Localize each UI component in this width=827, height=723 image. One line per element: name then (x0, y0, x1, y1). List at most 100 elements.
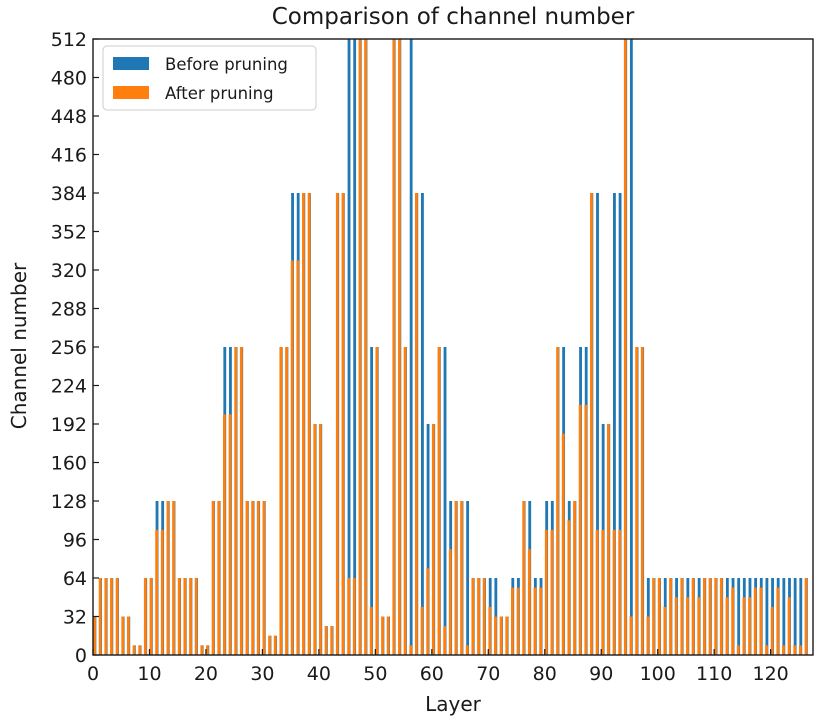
bar-after-pruning-layer-32 (273, 635, 277, 655)
bar-after-pruning-layer-50 (375, 347, 379, 655)
bar-after-pruning-layer-7 (132, 645, 136, 656)
bar-after-pruning-layer-17 (189, 578, 192, 655)
bar-after-pruning-layer-103 (674, 597, 678, 655)
bar-after-pruning-layer-102 (669, 578, 672, 655)
bar-after-pruning-layer-35 (290, 260, 294, 656)
bar-after-pruning-layer-93 (618, 529, 622, 656)
x-tick-label: 80 (533, 663, 557, 685)
bar-after-pruning-layer-30 (262, 501, 266, 655)
legend-label-before: Before pruning (165, 55, 288, 74)
bar-after-pruning-layer-67 (471, 578, 475, 655)
y-tick-label: 128 (51, 491, 87, 513)
bar-after-pruning-layer-49 (369, 606, 373, 656)
x-tick-label: 40 (307, 663, 331, 685)
bar-after-pruning-layer-82 (556, 347, 559, 655)
bar-after-pruning-layer-110 (714, 578, 718, 655)
y-tick-label: 32 (63, 607, 87, 629)
bar-after-pruning-layer-122 (782, 645, 785, 656)
bar-after-pruning-layer-53 (392, 39, 396, 655)
bar-after-pruning-layer-36 (296, 260, 300, 656)
bar-after-pruning-layer-83 (561, 433, 565, 656)
bar-after-pruning-layer-1 (98, 578, 102, 655)
bar-after-pruning-layer-31 (268, 635, 271, 655)
bar-after-pruning-layer-4 (115, 578, 119, 655)
bar-after-pruning-layer-121 (776, 587, 780, 656)
bar-after-pruning-layer-111 (719, 578, 723, 655)
y-tick-label: 256 (51, 337, 87, 359)
bar-after-pruning-layer-19 (200, 645, 204, 656)
bar-after-pruning-layer-91 (606, 424, 610, 655)
bar-after-pruning-layer-54 (398, 39, 401, 655)
bar-after-pruning-layer-105 (686, 597, 689, 655)
legend-box (102, 45, 317, 111)
bar-after-pruning-layer-69 (482, 578, 486, 655)
bar-after-pruning-layer-16 (183, 578, 187, 655)
bar-after-pruning-layer-42 (330, 626, 334, 656)
bar-after-pruning-layer-22 (217, 501, 221, 655)
bar-after-pruning-layer-106 (691, 578, 695, 655)
bar-after-pruning-layer-68 (477, 578, 480, 655)
bar-after-pruning-layer-72 (499, 616, 503, 655)
chart-title: Comparison of channel number (272, 4, 635, 30)
bar-after-pruning-layer-100 (657, 578, 661, 655)
x-tick-label: 90 (589, 663, 613, 685)
bar-after-pruning-layer-33 (279, 347, 283, 655)
bar-after-pruning-layer-61 (437, 347, 441, 655)
bar-after-pruning-layer-43 (335, 193, 339, 655)
bar-before-pruning-layer-95 (629, 39, 633, 655)
x-axis-title: Layer (425, 692, 482, 716)
bar-after-pruning-layer-29 (256, 501, 260, 655)
bar-before-pruning-layer-92 (613, 193, 616, 655)
bar-before-pruning-layer-122 (782, 578, 786, 655)
bar-after-pruning-layer-92 (612, 529, 616, 656)
bar-after-pruning-layer-116 (748, 597, 751, 655)
x-tick-label: 100 (640, 663, 676, 685)
x-tick-label: 10 (137, 663, 161, 685)
bar-after-pruning-layer-66 (465, 645, 469, 656)
bar-after-pruning-layer-123 (787, 597, 791, 655)
bars-group (93, 39, 808, 656)
bar-before-pruning-layer-56 (409, 39, 413, 655)
bar-after-pruning-layer-79 (539, 587, 543, 656)
legend: Before pruning After pruning (102, 45, 317, 111)
bar-after-pruning-layer-46 (352, 578, 356, 655)
bar-after-pruning-layer-39 (313, 424, 317, 655)
bar-after-pruning-layer-15 (177, 578, 181, 655)
bar-after-pruning-layer-21 (211, 501, 215, 655)
legend-label-after: After pruning (165, 84, 274, 103)
bar-before-pruning-layer-89 (596, 193, 599, 655)
bar-after-pruning-layer-96 (635, 347, 639, 655)
bar-after-pruning-layer-114 (736, 645, 740, 656)
y-axis-title: Channel number (7, 262, 31, 429)
bar-after-pruning-layer-57 (414, 193, 418, 655)
bar-after-pruning-layer-10 (149, 578, 153, 655)
bar-after-pruning-layer-28 (251, 501, 255, 655)
y-axis-ticks: 0 32 64 96 128 160 192 224 256 288 320 352 384 416 448… (51, 29, 99, 667)
bar-before-pruning-layer-125 (799, 578, 803, 655)
x-tick-label: 70 (476, 663, 500, 685)
bar-after-pruning-layer-14 (172, 501, 175, 655)
bar-after-pruning-layer-87 (584, 404, 588, 655)
bar-after-pruning-layer-47 (358, 39, 362, 655)
bar-after-pruning-layer-126 (804, 578, 808, 655)
bar-after-pruning-layer-104 (680, 578, 684, 655)
bar-before-pruning-layer-93 (618, 193, 622, 655)
bar-after-pruning-layer-8 (138, 645, 142, 656)
bar-after-pruning-layer-20 (206, 645, 209, 656)
y-tick-label: 512 (51, 29, 87, 51)
bar-after-pruning-layer-23 (222, 414, 226, 656)
bar-after-pruning-layer-86 (578, 404, 582, 655)
bar-after-pruning-layer-119 (765, 645, 768, 656)
y-tick-label: 384 (51, 183, 87, 205)
bar-after-pruning-layer-45 (347, 578, 351, 655)
legend-swatch-after (113, 86, 149, 99)
y-tick-label: 352 (51, 222, 87, 244)
bar-after-pruning-layer-44 (341, 193, 345, 655)
bar-before-pruning-layer-45 (347, 39, 351, 655)
y-tick-label: 64 (63, 568, 87, 590)
bar-after-pruning-layer-112 (725, 597, 729, 655)
bar-after-pruning-layer-113 (731, 587, 735, 656)
bar-after-pruning-layer-13 (166, 501, 170, 655)
bar-after-pruning-layer-24 (228, 414, 232, 656)
